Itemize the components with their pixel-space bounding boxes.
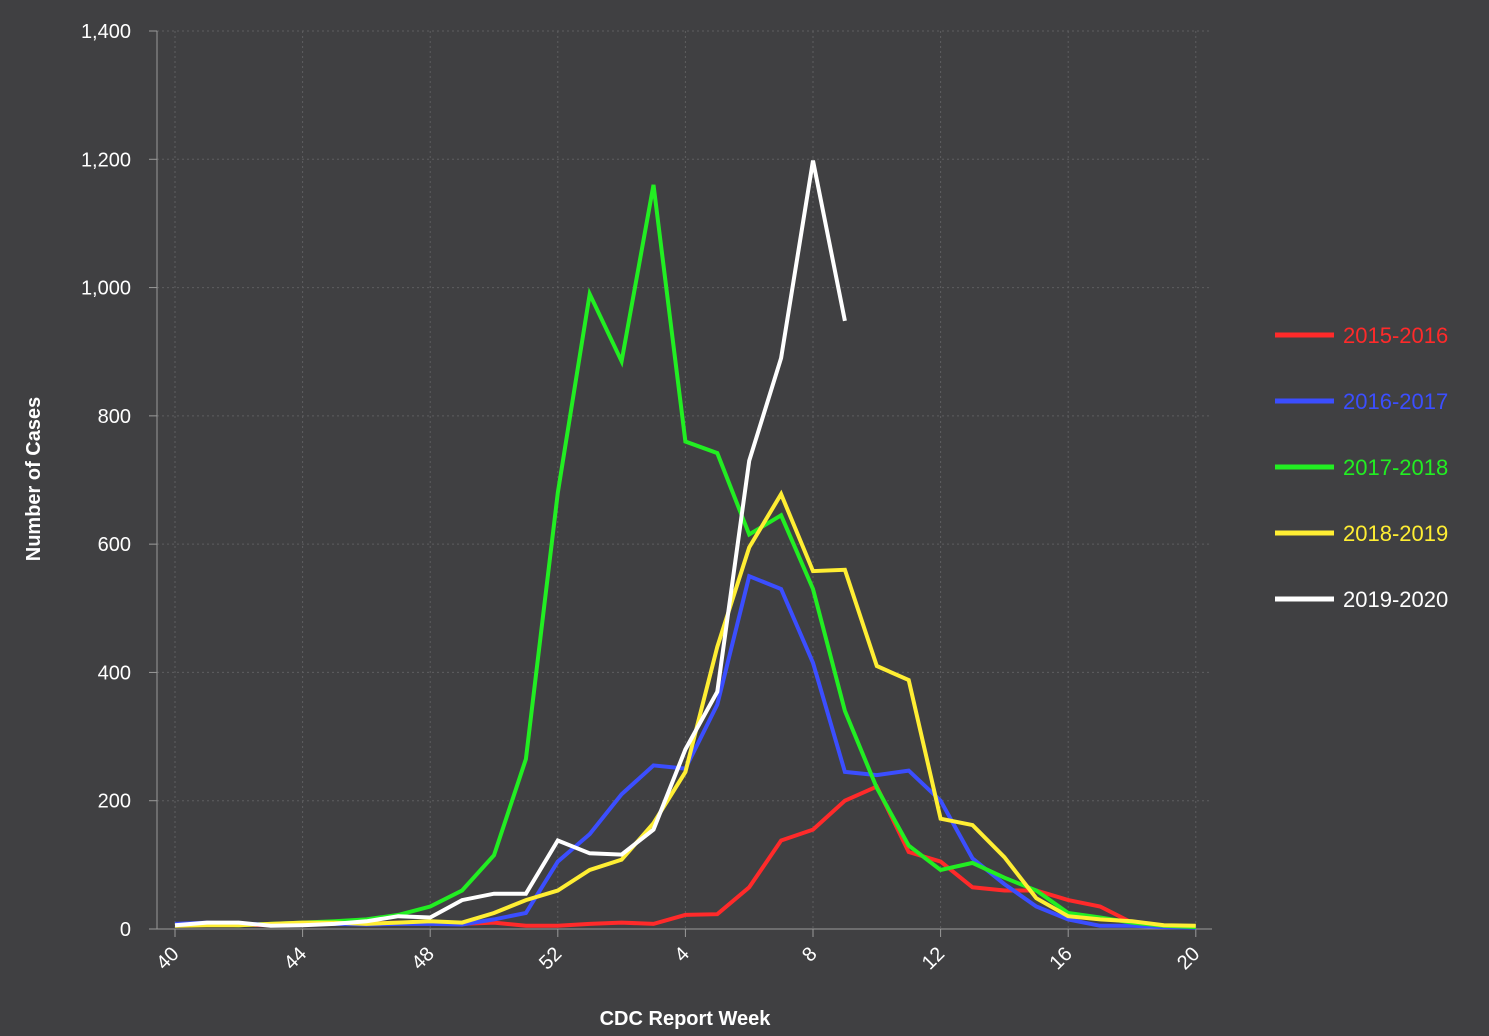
series — [174, 160, 1196, 930]
y-tick-label: 600 — [98, 534, 131, 556]
y-tick-label: 1,000 — [81, 278, 131, 300]
legend-item-2018-2019: 2018-2019 — [1275, 521, 1448, 546]
legend-item-2016-2017: 2016-2017 — [1275, 389, 1448, 414]
x-tick-label: 20 — [1173, 943, 1204, 974]
y-tick-label: 1,200 — [81, 149, 131, 171]
y-tick-label: 200 — [98, 791, 131, 813]
legend-item-2015-2016: 2015-2016 — [1275, 323, 1448, 348]
legend-label: 2016-2017 — [1343, 389, 1448, 414]
grid — [157, 30, 1212, 929]
y-tick-label: 800 — [98, 406, 131, 428]
x-axis-title: CDC Report Week — [600, 1008, 772, 1030]
legend-label: 2018-2019 — [1343, 521, 1448, 546]
legend-label: 2015-2016 — [1343, 323, 1448, 348]
x-tick-label: 12 — [918, 943, 949, 974]
legend: 2015-2016 2016-2017 2017-2018 2018-2019 2019… — [1275, 323, 1448, 612]
y-tick-label: 1,400 — [81, 21, 131, 43]
legend-item-2019-2020: 2019-2020 — [1275, 587, 1448, 612]
x-tick-label: 48 — [407, 943, 438, 974]
x-tick-label: 8 — [798, 943, 821, 966]
x-tick-label: 52 — [535, 943, 566, 974]
x-tick-label: 40 — [152, 943, 183, 974]
legend-label: 2019-2020 — [1343, 587, 1448, 612]
y-tick-label: 400 — [98, 662, 131, 684]
legend-item-2017-2018: 2017-2018 — [1275, 455, 1448, 480]
x-tick-label: 44 — [280, 943, 311, 974]
legend-label: 2017-2018 — [1343, 455, 1448, 480]
x-tick-label: 4 — [671, 943, 694, 966]
y-tick-label: 0 — [120, 919, 131, 941]
series-line-2019-2020 — [174, 160, 847, 928]
y-axis-title: Number of Cases — [23, 397, 45, 562]
x-tick-label: 16 — [1045, 943, 1076, 974]
